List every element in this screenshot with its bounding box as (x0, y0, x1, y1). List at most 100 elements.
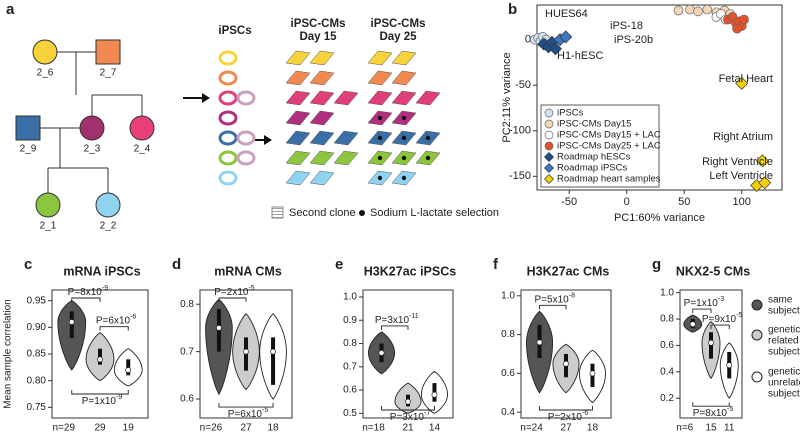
p-value-text: P=6x10 (228, 409, 263, 420)
y-tick-label: 0.4 (501, 407, 515, 418)
median (563, 360, 569, 367)
pedigree-female (35, 192, 61, 218)
p-value: P=8x10-5 (693, 406, 734, 419)
p-value-exponent: -9 (102, 285, 108, 292)
x-tick-label: 50 (678, 196, 690, 208)
lactate-dot (377, 115, 383, 121)
bracket (710, 324, 730, 330)
cell (391, 90, 417, 106)
p-value-text: P=8x10 (693, 408, 728, 419)
legend-swatch (271, 206, 284, 219)
y-tick-label: 0.8 (180, 299, 194, 310)
n-label: 11 (724, 423, 735, 433)
cell (367, 90, 393, 106)
legend-swatch (544, 152, 554, 162)
p-value: P=8x10-9 (68, 285, 109, 298)
legend-label: related (768, 336, 799, 347)
median (97, 356, 103, 363)
legend-label: genetically (768, 367, 800, 378)
y-tick-label: -50 (515, 79, 531, 91)
annotation: Right Atrium (713, 131, 773, 143)
bracket (692, 308, 712, 314)
cell (218, 90, 238, 106)
cell (309, 110, 335, 126)
y-tick-label: 0.6 (501, 368, 515, 379)
pedigree-female (79, 115, 105, 141)
cell (309, 70, 335, 86)
panel-letter: c (24, 256, 32, 273)
bracket (381, 406, 435, 411)
x-tick-label: 0 (624, 196, 630, 208)
x-tick-label: 100 (733, 196, 751, 208)
p-value-text: P=6x10 (96, 315, 131, 326)
p-value: P=2x10-5 (214, 285, 255, 298)
annotation: HUES64 (545, 8, 588, 20)
median (536, 339, 543, 346)
legend-swatch (544, 174, 554, 184)
panel-title: H3K27ac CMs (527, 264, 610, 278)
plot-frame (520, 289, 612, 419)
y-tick-label: 0.8 (501, 329, 515, 340)
legend-box (540, 104, 660, 188)
legend-label: subject (768, 306, 800, 317)
cell (309, 90, 335, 106)
pedigree-male (95, 39, 121, 65)
cell (285, 150, 311, 166)
p-value: P=3x10-11 (375, 313, 419, 326)
annotation: Right Ventricle (702, 156, 773, 168)
panel-letter: e (335, 256, 343, 273)
n-label: n=24 (520, 423, 543, 433)
individual-label: 2_7 (100, 68, 117, 79)
cell (218, 70, 238, 86)
median (689, 321, 696, 328)
legend-label: unrelated (768, 378, 800, 389)
panel-title: H3K27ac iPSCs (364, 264, 456, 278)
y-tick-label: 0.6 (660, 340, 674, 351)
cell (309, 170, 335, 186)
point (758, 176, 772, 190)
plot-frame (199, 289, 293, 419)
bracket (218, 297, 247, 302)
y-tick-label: 0.5 (343, 408, 357, 419)
cell (285, 110, 311, 126)
legend-label: Roadmap iPSCs (557, 163, 627, 174)
cell (218, 170, 238, 186)
legend-swatch (544, 108, 554, 118)
p-value-text: P=9x10 (702, 314, 737, 325)
n-label: n=29 (52, 423, 75, 433)
annotation: Fetal Heart (719, 73, 773, 85)
individual-label: 2_6 (37, 68, 54, 79)
n-label: n=18 (362, 423, 385, 433)
p-value-text: P=3x10 (375, 315, 410, 326)
median (589, 370, 596, 377)
individual-label: 2_9 (20, 144, 37, 155)
y-tick-label: 0.4 (660, 366, 674, 377)
p-value: P=1x10-3 (684, 296, 725, 309)
plot-frame (362, 289, 454, 419)
legend-label: same (768, 295, 793, 306)
arrow-head (202, 93, 210, 103)
column-header: iPSC-CMs (291, 18, 346, 30)
n-label: 14 (429, 423, 441, 433)
n-label: n=6 (676, 423, 693, 433)
y-tick-label: 0.9 (343, 315, 357, 326)
cell (218, 50, 238, 66)
panel-letter: g (652, 256, 661, 273)
median (270, 348, 276, 355)
n-label: n=26 (200, 423, 223, 433)
bracket (539, 304, 567, 310)
p-value-text: P=3x10 (390, 412, 425, 423)
cell (285, 130, 311, 146)
p-value: P=6x10-5 (228, 407, 269, 420)
bracket (99, 326, 129, 331)
n-label: 27 (240, 423, 252, 433)
x-axis-label: PC1:60% variance (614, 212, 705, 224)
legend-swatch (751, 299, 763, 311)
p-value: P=1x10-9 (82, 394, 123, 407)
p-value-text: P=8x10 (68, 287, 103, 298)
panel-letter: d (172, 256, 181, 273)
legend-swatch (359, 210, 365, 216)
cell (218, 110, 238, 126)
legend-label: Roadmap hESCs (557, 152, 631, 163)
